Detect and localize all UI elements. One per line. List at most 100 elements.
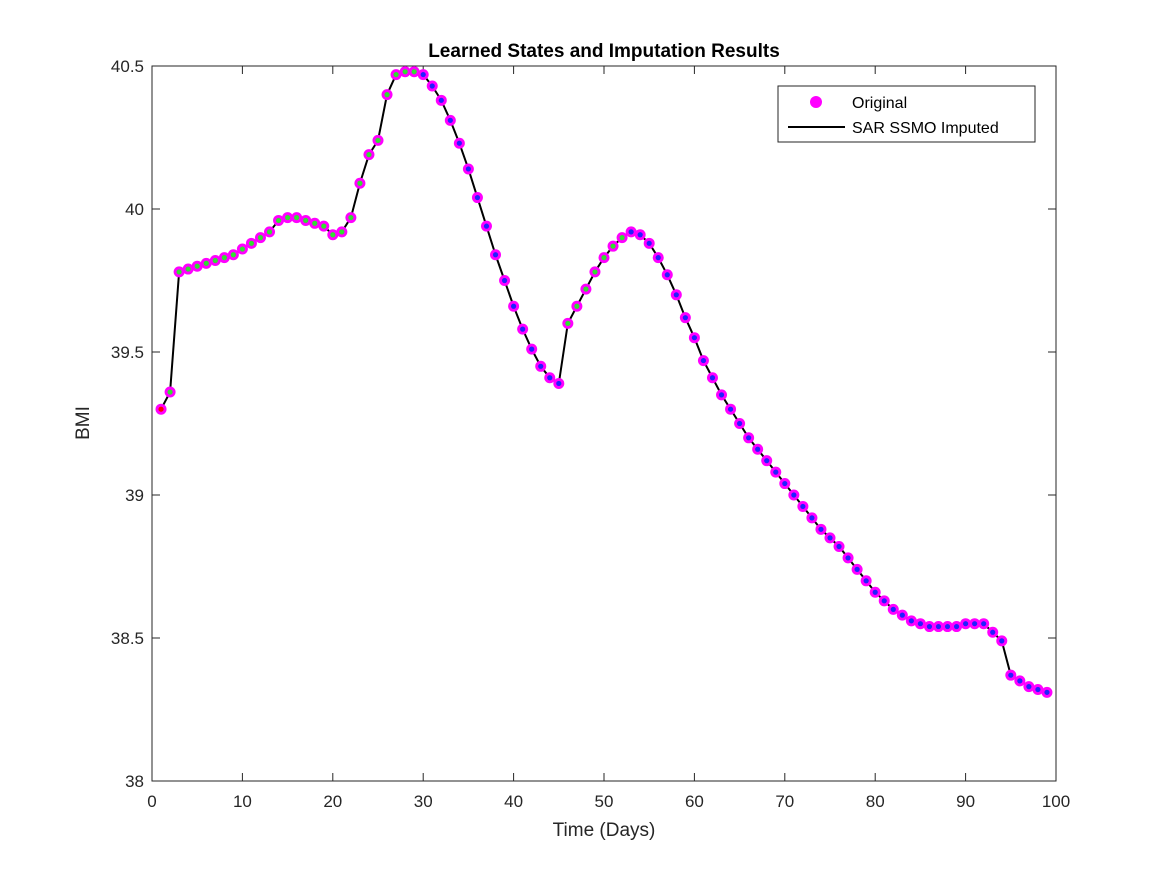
data-point-state bbox=[610, 243, 616, 249]
data-point-state bbox=[1017, 678, 1023, 684]
data-point-state bbox=[194, 263, 200, 269]
data-point-state bbox=[348, 214, 354, 221]
data-point-state bbox=[257, 235, 264, 241]
data-point-state bbox=[1044, 689, 1050, 695]
y-tick-label: 39 bbox=[125, 486, 144, 505]
data-point-state bbox=[384, 92, 390, 98]
data-point-state bbox=[1026, 684, 1032, 690]
data-point-state bbox=[330, 232, 336, 238]
data-point-state bbox=[501, 277, 508, 284]
data-point-state bbox=[818, 526, 824, 532]
data-point-state bbox=[917, 621, 924, 627]
data-point-state bbox=[836, 543, 842, 550]
data-point-state bbox=[203, 260, 209, 266]
data-point-state bbox=[393, 71, 399, 78]
data-point-state bbox=[411, 69, 417, 75]
data-point-state bbox=[266, 229, 273, 235]
data-point-state bbox=[529, 346, 535, 352]
data-point-state bbox=[990, 629, 996, 635]
x-tick-label: 100 bbox=[1042, 792, 1070, 811]
data-point-state bbox=[673, 292, 679, 298]
data-point-state bbox=[303, 217, 309, 224]
data-point-state bbox=[963, 621, 969, 627]
data-point-state bbox=[321, 223, 327, 229]
data-point-state bbox=[285, 214, 291, 221]
data-point-state bbox=[492, 252, 499, 258]
data-point-state bbox=[655, 255, 661, 261]
data-point-state bbox=[872, 589, 878, 595]
data-point-state bbox=[294, 214, 300, 221]
y-tick-label: 40.5 bbox=[111, 57, 144, 76]
data-point-state bbox=[474, 194, 481, 201]
plot-area bbox=[151, 65, 1057, 782]
legend: Original SAR SSMO Imputed bbox=[777, 85, 1036, 143]
data-point-state bbox=[429, 83, 435, 89]
data-point-state bbox=[239, 246, 245, 252]
data-point-state bbox=[158, 406, 164, 412]
data-point-state bbox=[908, 618, 914, 624]
data-point-state bbox=[782, 480, 788, 487]
y-axis: 38 38.5 39 39.5 40 40.5 bbox=[111, 57, 1056, 791]
data-point-state bbox=[230, 252, 236, 258]
data-point-state bbox=[547, 375, 553, 381]
x-tick-label: 20 bbox=[323, 792, 342, 811]
legend-label-original: Original bbox=[852, 95, 907, 112]
data-point-state bbox=[275, 217, 282, 224]
data-point-state bbox=[185, 266, 191, 272]
data-point-state bbox=[890, 606, 896, 613]
data-point-state bbox=[682, 315, 688, 321]
data-point-state bbox=[556, 380, 562, 387]
data-point-state bbox=[357, 180, 363, 186]
data-point-state bbox=[619, 235, 625, 241]
x-tick-label: 30 bbox=[414, 792, 433, 811]
x-tick-label: 60 bbox=[685, 792, 704, 811]
x-tick-label: 40 bbox=[504, 792, 523, 811]
data-point-state bbox=[791, 492, 797, 498]
data-point-state bbox=[1008, 672, 1014, 678]
data-point-state bbox=[827, 535, 833, 541]
data-point-state bbox=[212, 257, 218, 264]
x-tick-label: 50 bbox=[595, 792, 614, 811]
data-point-state bbox=[809, 515, 815, 521]
data-point-state bbox=[176, 269, 182, 275]
x-axis: 0 10 20 30 40 50 60 70 80 90 100 bbox=[147, 66, 1070, 811]
data-point-state bbox=[167, 389, 173, 395]
y-axis-label: BMI bbox=[73, 406, 94, 440]
data-point-state bbox=[510, 303, 517, 309]
y-tick-label: 38.5 bbox=[111, 629, 144, 648]
data-point-state bbox=[881, 598, 887, 604]
data-point-state bbox=[773, 469, 779, 475]
data-point-state bbox=[483, 223, 490, 229]
data-point-state bbox=[375, 137, 381, 143]
data-point-state bbox=[764, 458, 770, 464]
data-point-state bbox=[402, 69, 408, 75]
data-point-state bbox=[737, 420, 743, 427]
data-point-state bbox=[935, 623, 942, 630]
data-point-state bbox=[718, 392, 725, 398]
data-point-state bbox=[628, 229, 634, 235]
data-point-state bbox=[438, 97, 444, 103]
chart-title: Learned States and Imputation Results bbox=[428, 41, 780, 62]
data-point-state bbox=[926, 623, 933, 630]
y-tick-label: 40 bbox=[125, 200, 144, 219]
data-point-state bbox=[221, 255, 227, 261]
x-tick-label: 70 bbox=[775, 792, 794, 811]
data-point-state bbox=[646, 240, 652, 246]
data-point-state bbox=[863, 578, 869, 584]
legend-marker-original bbox=[810, 96, 822, 108]
data-point-state bbox=[999, 638, 1005, 644]
data-point-state bbox=[312, 220, 318, 226]
data-point-state bbox=[465, 166, 471, 172]
data-point-state bbox=[1035, 686, 1041, 693]
y-tick-label: 39.5 bbox=[111, 343, 144, 362]
data-point-state bbox=[538, 363, 544, 369]
data-point-state bbox=[637, 232, 643, 238]
x-tick-label: 90 bbox=[956, 792, 975, 811]
data-point-state bbox=[755, 446, 761, 452]
data-point-state bbox=[972, 621, 978, 627]
x-axis-label: Time (Days) bbox=[553, 820, 656, 841]
data-point-state bbox=[845, 555, 851, 561]
x-tick-label: 80 bbox=[866, 792, 885, 811]
data-point-state bbox=[248, 240, 255, 246]
data-point-state bbox=[456, 140, 462, 146]
